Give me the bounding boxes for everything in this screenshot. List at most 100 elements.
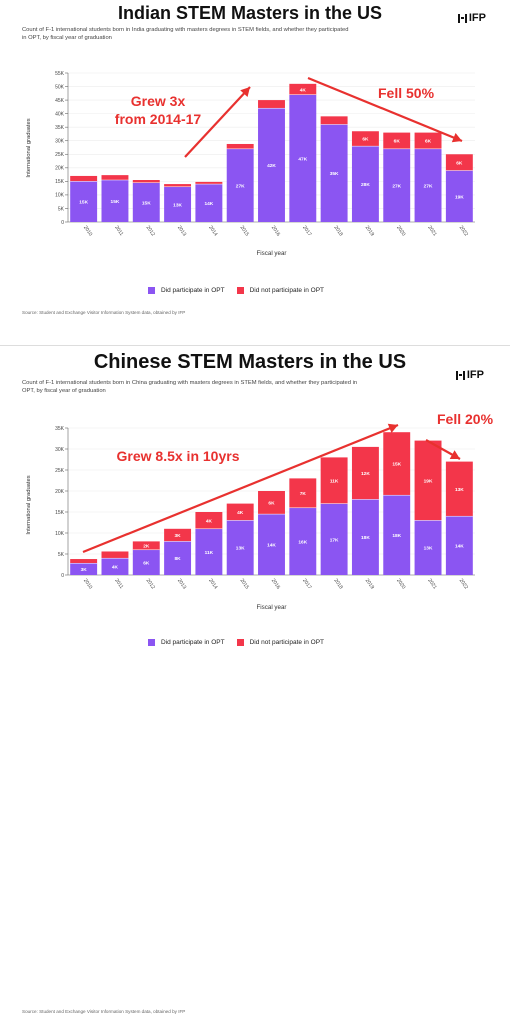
bar-opt [258,108,285,222]
bar-no-opt [289,478,317,508]
bar-label-opt: 13K [173,202,182,208]
bar-label-opt: 15K [79,200,88,206]
chart-title: Chinese STEM Masters in the US [93,351,407,373]
bar-label-opt: 13K [424,546,433,552]
trend-arrow-head [451,132,462,143]
x-tick-label: 2010 [82,225,93,238]
trend-arrow-head [240,87,250,97]
bar-no-opt [445,461,473,517]
bar-no-opt [226,143,254,149]
trend-arrow-head [449,450,460,459]
y-tick-label: 35K [55,426,65,432]
y-tick-label: 45K [55,98,65,104]
y-tick-label: 10K [55,193,65,199]
bar-label-opt: 47K [298,156,307,162]
x-axis-title: Fiscal year [257,250,287,257]
bar-label-no-opt: 15K [392,462,401,468]
bar-no-opt [132,541,160,550]
chart-source: Source: Student and Exchange Visitor Inf… [22,1009,186,1014]
chart-legend: Did participate in OPT Did not participa… [148,287,324,294]
legend-swatch-no-opt [236,287,244,294]
legend-swatch-no-opt [236,639,244,646]
y-tick-label: 55K [55,71,65,77]
chart-legend: Did participate in OPT Did not participa… [148,639,324,646]
bar-opt [195,528,223,575]
bar-label-opt: 14K [267,543,276,549]
y-tick-label: 15K [55,510,65,516]
trend-arrow-line [82,423,399,554]
bar-label-opt: 14K [204,201,213,207]
bar-opt [101,180,129,222]
x-tick-label: 2017 [301,578,312,591]
y-tick-label: 5K [58,206,65,212]
y-tick-label: 20K [55,489,65,495]
bar-label-opt: 3K [81,567,88,573]
x-tick-label: 2020 [395,225,406,238]
bar-label-no-opt: 11K [330,479,339,485]
x-tick-label: 2020 [395,578,406,591]
y-axis-title: International graduates [26,118,32,177]
bar-no-opt [132,180,160,183]
annotation-text: from 2014-17 [115,111,202,127]
bar-label-opt: 27K [424,183,433,189]
bar-label-opt: 11K [205,550,214,556]
x-tick-label: 2022 [458,225,469,238]
bar-label-opt: 42K [267,163,276,169]
bar-opt [226,148,254,222]
ifp-logo-icon [457,13,467,23]
bar-label-no-opt: 6K [268,501,275,507]
bar-label-no-opt: 13K [455,487,464,493]
bar-label-opt: 17K [330,537,339,543]
y-tick-label: 30K [55,139,65,145]
bar-no-opt [101,551,129,559]
annotation-text: Fell 50% [378,85,435,101]
ifp-logo-icon [455,370,465,380]
bar-opt [226,520,254,575]
bar-no-opt [445,154,473,171]
x-tick-label: 2010 [82,578,93,591]
y-tick-label: 40K [55,111,65,117]
logo-text: IFP [466,369,484,381]
bar-no-opt [289,83,317,95]
bar-opt [351,499,379,575]
trend-arrow-line [184,86,251,158]
bar-label-no-opt: 7K [300,491,307,497]
x-tick-label: 2014 [207,225,218,238]
x-axis-title: Fiscal year [257,604,287,611]
bar-label-no-opt: 2K [143,544,150,550]
y-tick-label: 15K [55,179,65,185]
bar-no-opt [320,457,348,504]
x-tick-label: 2021 [426,578,437,591]
trend-arrow-head [387,423,398,434]
bar-opt [70,563,98,575]
x-tick-label: 2015 [239,225,250,238]
bar-label-opt: 27K [392,183,401,189]
bar-no-opt [320,116,348,125]
bar-no-opt [383,432,411,496]
x-tick-label: 2021 [426,225,437,238]
bar-label-opt: 15K [111,199,120,205]
chart-title: Indian STEM Masters in the US [117,3,383,23]
chart-source: Source: Student and Exchange Visitor Inf… [22,310,186,315]
y-axis-title: International graduates [26,475,32,534]
y-tick-label: 20K [55,166,65,172]
x-tick-label: 2012 [145,225,156,238]
bar-no-opt [226,503,254,521]
bar-label-no-opt: 19K [424,479,433,485]
bar-opt [289,94,317,222]
bar-opt [70,181,98,222]
bar-no-opt [70,175,98,182]
bar-opt [383,495,411,575]
bar-no-opt [383,132,411,149]
bar-no-opt [101,175,129,181]
bar-no-opt [164,184,192,187]
annotation-text: Grew 3x [131,93,186,109]
y-tick-label: 50K [55,84,65,90]
x-tick-label: 2019 [364,225,375,238]
bar-label-opt: 14K [455,544,464,550]
y-tick-label: 0 [61,573,64,579]
bar-label-no-opt: 6K [362,137,369,143]
bar-label-opt: 18K [392,533,401,539]
bar-opt [101,558,129,575]
legend-label-opt: Did participate in OPT [161,287,225,294]
